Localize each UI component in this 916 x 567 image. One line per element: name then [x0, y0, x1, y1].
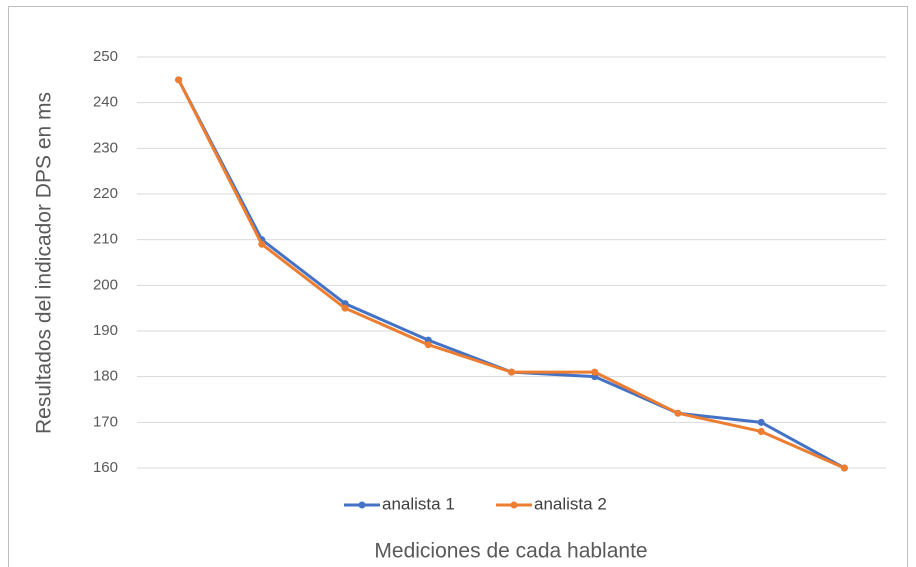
- legend-label: analista 2: [534, 494, 607, 513]
- legend-marker: [358, 501, 366, 509]
- y-tick-label: 240: [93, 94, 118, 111]
- chart-border: [8, 6, 908, 567]
- point: [341, 304, 349, 312]
- y-axis-title: Resultados del indicador DPS en ms: [33, 92, 56, 434]
- y-tick-label: 180: [93, 368, 118, 385]
- point: [508, 368, 515, 376]
- point: [674, 409, 682, 417]
- y-tick-label: 210: [93, 231, 118, 248]
- point: [175, 76, 183, 84]
- point: [591, 368, 599, 376]
- y-tick-label: 200: [93, 276, 118, 293]
- point: [258, 240, 266, 248]
- point: [840, 464, 848, 472]
- y-tick-label: 160: [93, 459, 118, 476]
- legend-marker: [510, 501, 518, 509]
- y-tick-label: 170: [93, 413, 118, 430]
- y-tick-label: 250: [93, 48, 118, 65]
- point: [757, 418, 765, 426]
- point: [757, 427, 765, 435]
- y-tick-label: 230: [93, 139, 118, 156]
- y-tick-label: 220: [93, 185, 118, 202]
- point: [424, 341, 432, 349]
- legend-label: analista 1: [382, 494, 455, 513]
- x-axis-title: Mediciones de cada hablante: [374, 540, 647, 563]
- y-tick-label: 190: [93, 322, 118, 339]
